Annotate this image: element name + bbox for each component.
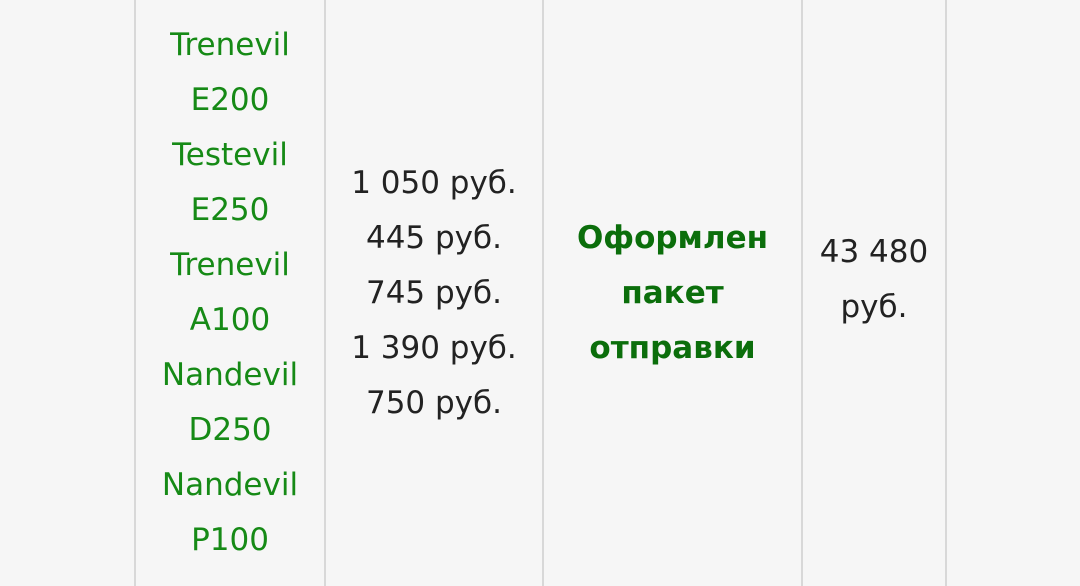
price: 745 руб.	[365, 274, 502, 311]
status-cell: Оформлен пакет отправки	[544, 0, 803, 586]
product-link[interactable]: Trenevil E200	[170, 27, 290, 118]
product-link[interactable]: Nandevil D250	[161, 357, 299, 448]
product-link[interactable]: Trenevil A100	[170, 247, 290, 338]
order-status: Оформлен пакет отправки	[576, 219, 769, 366]
order-total: 43 480 руб.	[819, 233, 929, 325]
products-cell: Trenevil E200 Testevil E250 Trenevil A10…	[136, 0, 326, 586]
total-cell: 43 480 руб.	[803, 0, 947, 586]
price: 1 050 руб.	[351, 164, 517, 201]
prices-cell: 1 050 руб. 445 руб. 745 руб. 1 390 руб. …	[326, 0, 544, 586]
price: 445 руб.	[365, 219, 502, 256]
empty-cell	[0, 0, 136, 586]
empty-cell	[947, 0, 1080, 586]
product-link[interactable]: Nandevil P100	[161, 467, 299, 558]
price: 750 руб.	[365, 384, 502, 421]
product-link[interactable]: Testevil E250	[172, 137, 288, 228]
price: 1 390 руб.	[351, 329, 517, 366]
